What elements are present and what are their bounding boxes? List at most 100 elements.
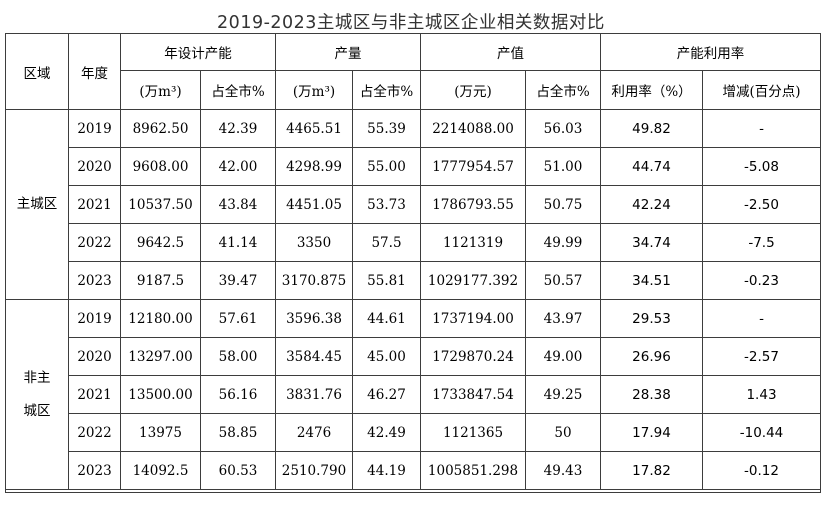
region-label: 主城区 <box>5 109 69 300</box>
value-share-cell: 50.75 <box>525 185 601 224</box>
design-capacity-cell: 8962.50 <box>120 109 201 148</box>
output-cell: 4465.51 <box>275 109 353 148</box>
value-cell: 1737194.00 <box>420 299 526 338</box>
value-cell: 1121319 <box>420 223 526 262</box>
year-cell: 2022 <box>68 223 121 262</box>
header-design-capacity-unit: (万m³) <box>120 70 201 110</box>
header-output-share: 占全市% <box>352 70 421 110</box>
value-share-cell: 49.43 <box>525 451 601 490</box>
header-group-output: 产量 <box>275 33 421 71</box>
value-share-cell: 49.25 <box>525 375 601 414</box>
utilization-change-cell: -10.44 <box>702 413 821 452</box>
header-utilization-change: 增减(百分点) <box>702 70 821 110</box>
output-cell: 3584.45 <box>275 337 353 376</box>
utilization-change-cell: -0.23 <box>702 261 821 300</box>
region-label-line: 主城区 <box>16 196 58 212</box>
output-cell: 2510.790 <box>275 451 353 490</box>
utilization-rate-cell: 42.24 <box>600 185 703 224</box>
design-capacity-cell: 10537.50 <box>120 185 201 224</box>
design-capacity-share-cell: 39.47 <box>200 261 276 300</box>
year-cell: 2023 <box>68 261 121 300</box>
design-capacity-share-cell: 42.00 <box>200 147 276 186</box>
utilization-rate-cell: 29.53 <box>600 299 703 338</box>
header-group-value: 产值 <box>420 33 601 71</box>
design-capacity-share-cell: 60.53 <box>200 451 276 490</box>
region-label-line: 城区 <box>23 402 51 419</box>
year-cell: 2019 <box>68 109 121 148</box>
output-share-cell: 42.49 <box>352 413 421 452</box>
design-capacity-cell: 9187.5 <box>120 261 201 300</box>
output-cell: 3350 <box>275 223 353 262</box>
page: 2019-2023主城区与非主城区企业相关数据对比 区域 年度 年设计产能 产量… <box>5 13 821 493</box>
table-row: 2023 9187.5 39.47 3170.875 55.81 1029177.392 5… <box>6 261 821 300</box>
header-output-unit: (万m³) <box>275 70 353 110</box>
year-cell: 2019 <box>68 299 121 338</box>
table-row: 2022 13975 58.85 2476 42.49 1121365 50 17.94 -10… <box>6 413 821 452</box>
design-capacity-share-cell: 58.00 <box>200 337 276 376</box>
utilization-change-cell: -0.12 <box>702 451 821 490</box>
year-cell: 2020 <box>68 337 121 376</box>
header-year: 年度 <box>68 33 121 110</box>
table-row: 2021 13500.00 56.16 3831.76 46.27 1733847.54 4… <box>6 375 821 414</box>
output-cell: 3596.38 <box>275 299 353 338</box>
utilization-rate-cell: 49.82 <box>600 109 703 148</box>
design-capacity-share-cell: 42.39 <box>200 109 276 148</box>
design-capacity-cell: 14092.5 <box>120 451 201 490</box>
value-share-cell: 50 <box>525 413 601 452</box>
value-cell: 1121365 <box>420 413 526 452</box>
value-share-cell: 56.03 <box>525 109 601 148</box>
design-capacity-cell: 9608.00 <box>120 147 201 186</box>
utilization-change-cell: -7.5 <box>702 223 821 262</box>
year-cell: 2022 <box>68 413 121 452</box>
output-cell: 2476 <box>275 413 353 452</box>
output-share-cell: 44.19 <box>352 451 421 490</box>
output-share-cell: 46.27 <box>352 375 421 414</box>
output-share-cell: 55.39 <box>352 109 421 148</box>
value-cell: 1029177.392 <box>420 261 526 300</box>
design-capacity-cell: 13975 <box>120 413 201 452</box>
table-row: 主城区 2019 8962.50 42.39 4465.51 55.39 2214088.0… <box>5 109 821 300</box>
value-cell: 1777954.57 <box>420 147 526 186</box>
data-table: 区域 年度 年设计产能 产量 产值 产能利用率 (万m³) 占全市% (万m³)… <box>5 33 821 493</box>
utilization-change-cell: - <box>702 299 821 338</box>
table-row: 2020 9608.00 42.00 4298.99 55.00 1777954.57 51… <box>6 147 821 186</box>
output-share-cell: 44.61 <box>352 299 421 338</box>
design-capacity-share-cell: 43.84 <box>200 185 276 224</box>
value-cell: 1786793.55 <box>420 185 526 224</box>
cutoff-row <box>5 489 821 493</box>
value-share-cell: 50.57 <box>525 261 601 300</box>
design-capacity-cell: 9642.5 <box>120 223 201 262</box>
utilization-rate-cell: 34.74 <box>600 223 703 262</box>
header-value-share: 占全市% <box>525 70 601 110</box>
header-design-capacity-share: 占全市% <box>200 70 276 110</box>
year-cell: 2021 <box>68 185 121 224</box>
output-cell: 4298.99 <box>275 147 353 186</box>
year-cell: 2021 <box>68 375 121 414</box>
value-share-cell: 49.00 <box>525 337 601 376</box>
table-row: 2022 9642.5 41.14 3350 57.5 1121319 49.99 34.74… <box>6 223 821 262</box>
output-share-cell: 57.5 <box>352 223 421 262</box>
value-cell: 1729870.24 <box>420 337 526 376</box>
region-label: 非主 城区 <box>5 299 69 490</box>
table-header: 区域 年度 年设计产能 产量 产值 产能利用率 (万m³) 占全市% (万m³)… <box>5 33 821 110</box>
value-share-cell: 51.00 <box>525 147 601 186</box>
page-title: 2019-2023主城区与非主城区企业相关数据对比 <box>217 13 605 33</box>
utilization-rate-cell: 28.38 <box>600 375 703 414</box>
output-share-cell: 55.00 <box>352 147 421 186</box>
header-utilization-rate: 利用率（%） <box>600 70 703 110</box>
utilization-rate-cell: 34.51 <box>600 261 703 300</box>
value-cell: 2214088.00 <box>420 109 526 148</box>
value-share-cell: 43.97 <box>525 299 601 338</box>
utilization-change-cell: -5.08 <box>702 147 821 186</box>
table-row: 2020 13297.00 58.00 3584.45 45.00 1729870.24 4… <box>6 337 821 376</box>
value-share-cell: 49.99 <box>525 223 601 262</box>
table-row: 2021 10537.50 43.84 4451.05 53.73 1786793.55 5… <box>6 185 821 224</box>
output-cell: 3170.875 <box>275 261 353 300</box>
output-share-cell: 45.00 <box>352 337 421 376</box>
output-share-cell: 53.73 <box>352 185 421 224</box>
value-cell: 1005851.298 <box>420 451 526 490</box>
design-capacity-cell: 12180.00 <box>120 299 201 338</box>
value-cell: 1733847.54 <box>420 375 526 414</box>
header-region: 区域 <box>5 33 69 110</box>
design-capacity-cell: 13500.00 <box>120 375 201 414</box>
